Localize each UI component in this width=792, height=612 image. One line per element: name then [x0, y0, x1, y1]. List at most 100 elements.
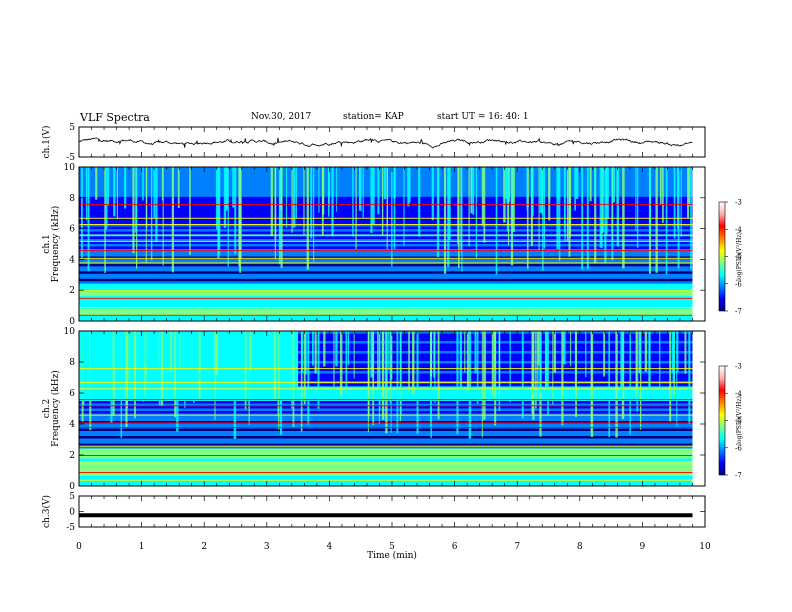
spectrogram-tone-line	[79, 427, 693, 428]
spectrogram-streak	[359, 167, 362, 211]
spectrogram-streak	[331, 167, 334, 237]
spectrogram-band	[79, 446, 693, 449]
spectrogram-streak	[307, 331, 310, 425]
spectrogram-streak	[590, 331, 592, 433]
spectrogram-streak	[443, 167, 447, 274]
spectrogram-band	[79, 268, 693, 272]
colorbar-label: log(PSD)(V²/Hz)	[736, 396, 743, 445]
spectrogram-streak	[552, 331, 554, 405]
spectrogram-streak	[620, 331, 623, 398]
colorbar	[718, 365, 726, 476]
spectrogram-streak	[87, 167, 90, 272]
x-tick-label: 2	[201, 542, 207, 552]
spectrogram-streak	[132, 167, 135, 254]
spectrogram-streak	[601, 167, 604, 233]
spectrogram-streak	[323, 331, 326, 367]
spectrogram-streak	[615, 331, 618, 438]
spectrogram-streak	[459, 331, 463, 401]
spectrogram-streak	[295, 167, 297, 219]
spectrogram-band	[79, 214, 693, 218]
spectrogram-streak	[561, 331, 564, 426]
spectrogram-band	[79, 281, 693, 285]
spectrogram-streak	[383, 167, 387, 200]
spectrogram-streak	[244, 331, 247, 410]
spectrogram-streak	[539, 331, 542, 393]
spectrogram-streak	[198, 331, 201, 400]
spectrogram-streak	[407, 167, 410, 207]
spectrogram-channel-label: ch.2	[42, 399, 52, 418]
g-spec1-tick-label: 6	[69, 225, 75, 235]
x-tick-label: 6	[452, 542, 458, 552]
spectrogram-streak	[388, 331, 390, 371]
spectrogram-frame	[78, 330, 706, 487]
spectrogram-streak	[381, 331, 385, 420]
spectrogram-streak	[291, 167, 293, 233]
spectrogram-streak	[676, 331, 678, 427]
spectrogram-band	[79, 244, 693, 247]
spectrogram-tone-line	[79, 203, 693, 205]
spectrogram-tone-line	[79, 240, 693, 242]
spectrogram-streak	[673, 167, 676, 239]
spectrogram-streak	[189, 167, 191, 255]
spectrogram-band	[79, 473, 693, 477]
ch3-waveform-ylabel: ch.3(V)	[41, 495, 52, 528]
spectrogram-streak	[277, 331, 279, 417]
spectrogram-streak	[665, 167, 668, 275]
spectrogram-streak	[412, 331, 415, 395]
spectrogram-streak	[532, 331, 535, 420]
spectrogram-streak	[400, 331, 402, 417]
spectrogram-band	[79, 483, 693, 487]
spectrogram-streak	[481, 331, 483, 438]
spectrogram-streak	[280, 167, 283, 268]
spectrogram-band	[79, 293, 693, 297]
spectrogram-streak	[448, 167, 451, 241]
x-tick-label: 1	[139, 542, 145, 552]
spectrogram-streak	[270, 167, 273, 237]
ch3-waveform-tick-label: 5	[69, 492, 75, 502]
spectrogram-streak	[431, 167, 434, 221]
spectrogram-band	[79, 298, 693, 302]
spectrogram-streak	[430, 331, 433, 377]
spectrogram-tone-line	[79, 405, 693, 407]
spectrogram-band	[79, 301, 693, 305]
spectrogram-band	[79, 201, 693, 205]
spectrogram-streak	[377, 167, 380, 215]
spectrogram-tone-line	[79, 297, 693, 299]
spectrogram-tone-line	[79, 445, 693, 447]
spectrogram-streak	[157, 331, 160, 396]
spectrogram-band	[79, 288, 693, 292]
spectrogram-streak	[498, 331, 501, 399]
spectrogram-streak	[468, 167, 470, 247]
spectrogram-band	[79, 311, 693, 314]
spectrogram-streak	[142, 167, 144, 201]
spectrogram-streak	[322, 167, 325, 215]
spectrogram-band	[79, 246, 693, 250]
spectrogram-band	[79, 466, 693, 469]
spectrogram-streak	[509, 331, 511, 403]
spectrogram-streak	[457, 167, 460, 268]
spectrogram-streak	[162, 167, 164, 266]
spectrogram-streak	[648, 331, 651, 400]
spectrogram-streak	[544, 331, 548, 394]
colorbar-tick-label: -4	[735, 226, 742, 234]
spectrogram-streak	[558, 167, 561, 262]
spectrogram-streak	[461, 167, 463, 272]
spectrogram-streak	[556, 167, 559, 250]
spectrogram-streak	[662, 167, 664, 223]
spectrogram-streak	[599, 167, 603, 248]
spectrogram-streak	[368, 331, 370, 417]
spectrogram-streak	[125, 331, 128, 428]
spectrogram-band	[79, 253, 693, 257]
spectrogram-streak	[484, 331, 486, 386]
spectrogram-band	[79, 239, 693, 242]
ch3-waveform-tick-label: 0	[69, 508, 75, 518]
spectrogram-streak	[608, 331, 610, 438]
spectrogram-streak	[177, 167, 180, 209]
spectrogram-streak	[542, 167, 544, 271]
spectrogram-tone-line	[79, 290, 693, 292]
spectrogram-streak	[512, 167, 515, 232]
spectrogram-streak	[81, 331, 83, 401]
spectrogram-streak	[217, 167, 220, 259]
spectrogram-streak	[538, 167, 540, 251]
spectrogram-band	[79, 236, 693, 240]
